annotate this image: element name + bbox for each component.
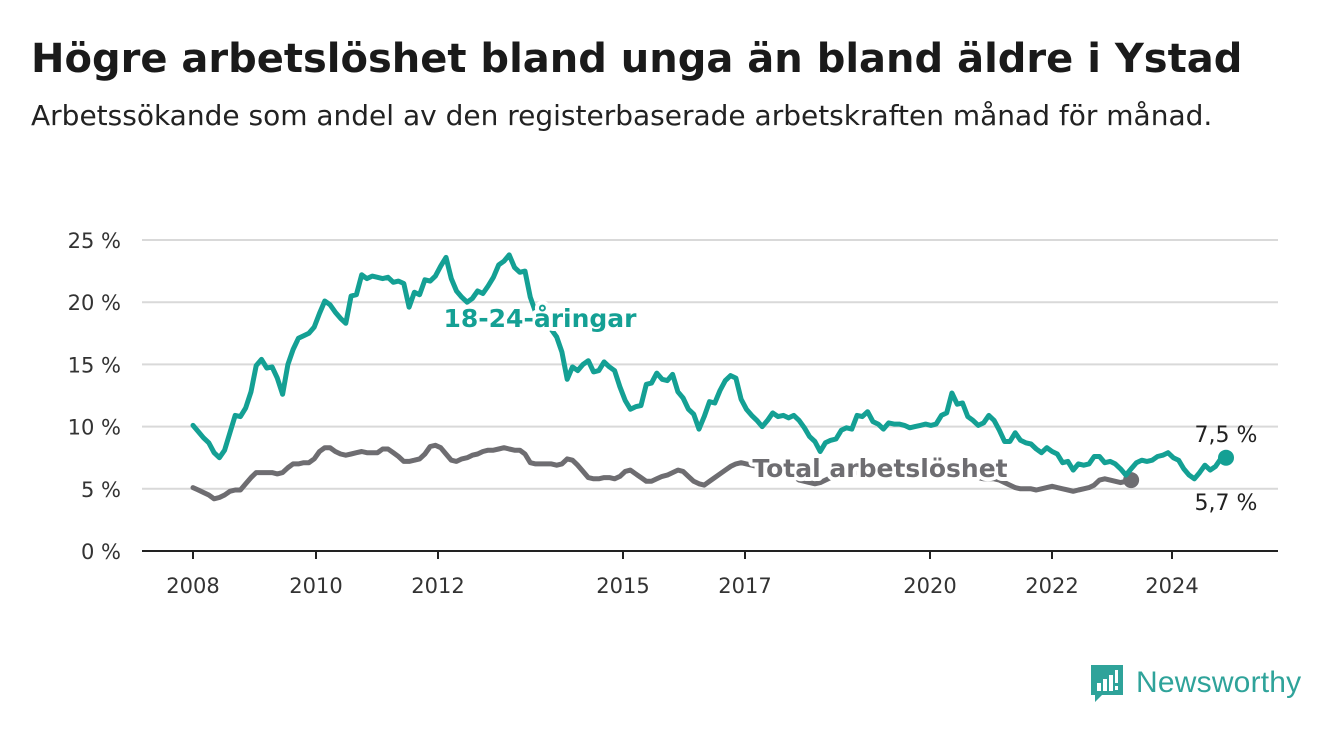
y-tick-label: 10 %	[68, 416, 121, 440]
x-tick-label: 2022	[1025, 574, 1078, 598]
x-tick-label: 2015	[596, 574, 649, 598]
series-line	[190, 442, 1134, 502]
y-tick-label: 25 %	[68, 229, 121, 253]
brand-name: Newsworthy	[1136, 666, 1302, 699]
x-tick-label: 2017	[718, 574, 771, 598]
series-labels: 18-24-åringar Total arbetslöshet 7,5 % 5,7 …	[440, 300, 1258, 516]
chart-title: Högre arbetslöshet bland unga än bland ä…	[31, 36, 1243, 82]
x-tick-label: 2020	[903, 574, 956, 598]
y-tick-label: 0 %	[81, 540, 121, 564]
grid-lines	[142, 239, 1278, 490]
y-tick-label: 15 %	[68, 353, 121, 377]
y-tick-label: 5 %	[81, 478, 121, 502]
series-lines	[190, 252, 1234, 502]
y-axis: 0 % 5 % 10 % 15 % 20 % 25 %	[68, 229, 121, 564]
line-chart: 0 %5 %10 %15 %20 %25 % 2008 2010 2012 2015 2…	[68, 229, 1278, 598]
end-value-label: 7,5 %	[1195, 423, 1258, 448]
x-tick-label: 2010	[289, 574, 342, 598]
x-tick-label: 2012	[411, 574, 464, 598]
x-axis: 2008 2010 2012 2015 2017 2020 2022 2024	[142, 550, 1278, 598]
end-value-label: 5,7 %	[1195, 491, 1258, 516]
series-line	[190, 252, 1229, 482]
brand-logo: Newsworthy	[1088, 660, 1301, 706]
series-label: Total arbetslöshet	[752, 454, 1007, 483]
y-tick-label: 20 %	[68, 291, 121, 315]
x-tick-label: 2008	[166, 574, 219, 598]
chart-subtitle: Arbetssökande som andel av den registerb…	[31, 99, 1213, 132]
series-end-point	[1218, 449, 1234, 466]
newsworthy-logo-icon	[1091, 665, 1123, 702]
series-label: 18-24-åringar	[444, 304, 638, 333]
x-tick-label: 2024	[1145, 574, 1198, 598]
